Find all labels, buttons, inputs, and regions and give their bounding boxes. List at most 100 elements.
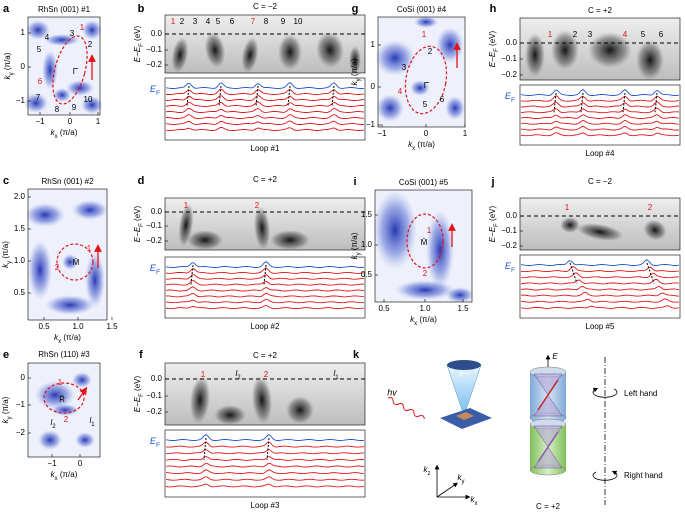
label-part: E−E: [488, 226, 497, 242]
rotation-right: [592, 470, 618, 481]
edc-curve: [520, 114, 680, 119]
panel-title: C = −2: [253, 2, 278, 11]
label-part: k: [350, 254, 359, 259]
label-part: E−E: [133, 46, 142, 62]
y-tick-label: 0.5: [361, 270, 373, 279]
edc-curve: [166, 114, 365, 119]
edc-curve: [165, 120, 365, 125]
axis-label: E−EF (eV): [133, 205, 144, 242]
y-tick-label: 0.0: [506, 38, 518, 47]
edc-curve: [521, 101, 680, 108]
y-tick-label: −0.1: [501, 226, 517, 235]
point-label: 9: [281, 17, 286, 26]
axis-label: ky (π/a): [1, 241, 12, 268]
map-intensity: [395, 280, 455, 300]
y-tick-label: −0.1: [146, 45, 162, 54]
x-tick-label: 1.5: [106, 322, 118, 331]
edc-curve: [165, 483, 365, 488]
point-label: 7: [36, 93, 41, 102]
fermi-label: EF: [150, 84, 160, 97]
point-label: 1: [80, 23, 85, 32]
y-tick-label: −0.2: [501, 70, 517, 79]
y-tick-label: 0.0: [151, 29, 163, 38]
arpes-intensity: [253, 206, 271, 250]
panel-letter: c: [3, 175, 9, 187]
axis-label: E−EF (eV): [133, 25, 144, 62]
loop-label: Loop #2: [251, 322, 280, 331]
y-tick-label: 1.0: [361, 240, 373, 249]
fermi-label: EF: [505, 91, 515, 104]
map-frame: [27, 188, 108, 321]
edc-curve: [520, 265, 680, 273]
label-part: y: [356, 252, 362, 255]
label-part: F: [156, 442, 160, 449]
map-intensity: [42, 50, 58, 90]
arpes-frame: [519, 197, 681, 251]
map-intensity: [82, 20, 102, 40]
point-label: 6: [230, 17, 235, 26]
point-label: 4: [206, 17, 211, 26]
edc-curve: [165, 94, 365, 101]
axis-label: ky: [458, 473, 465, 484]
label-part: (π/a): [417, 315, 437, 324]
map-intensity: [376, 94, 404, 122]
label-part: F: [156, 269, 160, 276]
edc-curve: [166, 292, 365, 298]
label-part: F: [156, 90, 160, 97]
arpes-intensity: [551, 30, 579, 70]
label-part: k: [3, 74, 12, 79]
energy-label: E: [552, 352, 558, 361]
point-label: Γ̄: [424, 81, 430, 90]
label-part: (eV): [488, 205, 497, 223]
panel-title: C = +2: [253, 175, 278, 184]
map-intensity: [85, 252, 105, 308]
map-intensity: [373, 190, 417, 270]
point-label: 7: [251, 17, 256, 26]
map-intensity: [26, 20, 50, 40]
point-label: 8: [264, 17, 269, 26]
axis-label: kx (π/a): [51, 128, 78, 139]
point-label: 1: [565, 203, 570, 212]
arpes-frame: [164, 197, 366, 251]
map-intensity: [25, 203, 65, 227]
y-tick-label: −0.2: [146, 236, 162, 245]
map-intensity: [445, 96, 465, 120]
label-part: l: [333, 369, 335, 378]
axis-label: ky (π/a): [1, 396, 12, 423]
x-tick-label: 1.0: [72, 322, 84, 331]
arpes-intensity: [643, 219, 667, 241]
point-label: 5: [216, 17, 221, 26]
label-part: F: [139, 43, 145, 47]
axis-label: kx: [471, 495, 478, 506]
y-tick-label: 1.5: [14, 224, 26, 233]
label-part: E: [505, 91, 512, 101]
arpes-intensity: [636, 40, 664, 80]
label-part: (π/a): [350, 58, 359, 78]
point-label: 4: [623, 30, 628, 39]
arpes-intensity: [187, 230, 223, 250]
point-label: l1: [333, 369, 339, 380]
point-label: l2: [235, 369, 241, 380]
arpes-intensity: [251, 376, 273, 424]
edc-curve: [165, 476, 364, 481]
label-part: (π/a): [1, 241, 10, 261]
y-tick-label: 2.0: [14, 192, 26, 201]
map-intensity: [62, 254, 78, 270]
edc-curve-fermi: [520, 259, 680, 266]
label-part: (π/a): [3, 52, 12, 72]
point-label: 1: [201, 370, 206, 379]
x-tick-label: 1: [463, 129, 468, 138]
label-part: k: [1, 418, 10, 423]
y-tick-label: 1.5: [361, 210, 373, 219]
edc-curve: [520, 285, 680, 291]
edc-curve: [165, 280, 365, 286]
panel-letter: k: [353, 349, 360, 361]
edc-curve: [520, 278, 680, 285]
point-label: 4: [398, 87, 403, 96]
panel-title: RhSn (001) #2: [41, 177, 94, 186]
label-part: k: [471, 495, 476, 504]
point-label: 1: [548, 30, 553, 39]
label-part: E: [150, 84, 157, 94]
map-intensity: [51, 404, 79, 416]
arpes-frame: [164, 14, 366, 74]
